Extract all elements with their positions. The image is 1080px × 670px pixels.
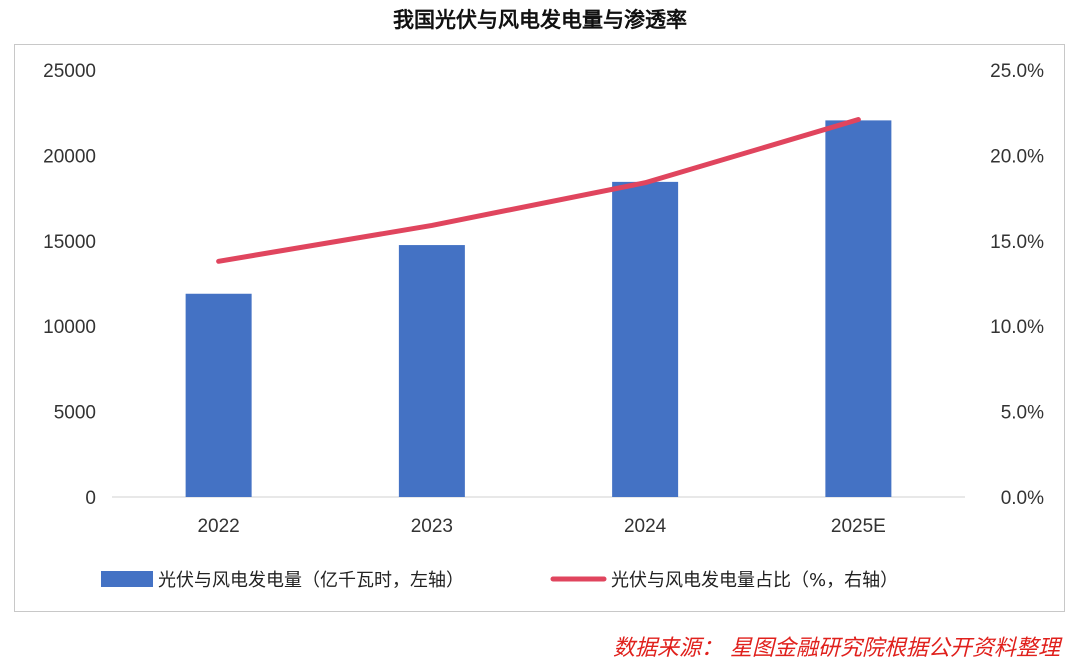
category-label: 2024: [624, 516, 667, 537]
bar: [398, 245, 465, 497]
line-series: [216, 117, 861, 264]
bar: [185, 293, 252, 497]
category-label: 2022: [197, 516, 239, 537]
left-axis-tick: 25000: [43, 61, 96, 82]
bar-series: [185, 120, 892, 498]
category-labels: 2022 2023 2024 2025E: [197, 516, 885, 537]
bar: [612, 181, 679, 497]
right-axis-tick: 20.0%: [990, 146, 1044, 167]
left-axis-tick: 0: [85, 488, 96, 509]
legend: 光伏与风电发电量（亿千瓦时，左轴） 光伏与风电发电量占比（%，右轴）: [101, 570, 898, 591]
chart-title: 我国光伏与风电发电量与渗透率: [393, 8, 687, 32]
left-axis-ticks: 0 5000 10000 15000 20000 25000: [43, 61, 96, 509]
bar: [825, 120, 892, 498]
source-note: 数据来源： 星图金融研究院根据公开资料整理: [613, 636, 1060, 661]
legend-bar-swatch: [101, 571, 153, 587]
left-axis-tick: 10000: [43, 317, 96, 338]
left-axis-tick: 15000: [43, 232, 96, 253]
left-axis-tick: 20000: [43, 146, 96, 167]
category-label: 2023: [411, 516, 453, 537]
legend-bar-label: 光伏与风电发电量（亿千瓦时，左轴）: [158, 570, 464, 591]
right-axis-tick: 0.0%: [1001, 488, 1044, 509]
right-axis-ticks: 0.0% 5.0% 10.0% 15.0% 20.0% 25.0%: [990, 61, 1044, 509]
chart-frame: [14, 44, 1065, 612]
right-axis-tick: 25.0%: [990, 61, 1044, 82]
right-axis-tick: 10.0%: [990, 317, 1044, 338]
left-axis-tick: 5000: [54, 403, 96, 424]
legend-line-label: 光伏与风电发电量占比（%，右轴）: [611, 570, 898, 591]
right-axis-tick: 15.0%: [990, 232, 1044, 253]
right-axis-tick: 5.0%: [1001, 403, 1044, 424]
category-label: 2025E: [831, 516, 886, 537]
